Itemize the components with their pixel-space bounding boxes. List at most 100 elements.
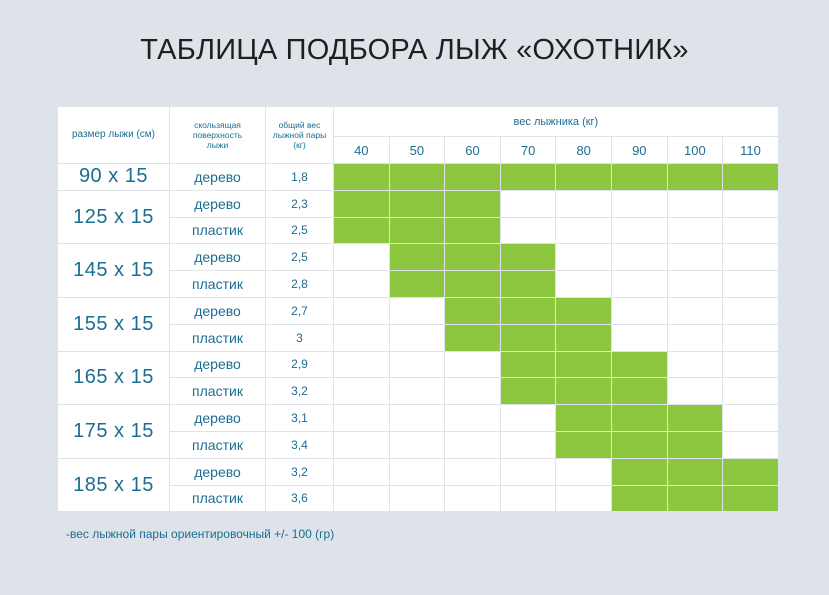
ski-size-cell: 185 x 15 xyxy=(58,458,170,513)
range-cell-filled xyxy=(500,271,557,298)
range-cell-filled xyxy=(334,217,390,245)
range-cell-filled xyxy=(445,244,501,272)
range-cell-empty xyxy=(612,190,668,218)
range-cell-empty xyxy=(556,217,612,245)
range-cell-filled xyxy=(556,405,612,432)
ski-size-cell: 145 x 15 xyxy=(58,244,170,298)
range-cell-empty xyxy=(500,190,557,218)
range-cell-empty xyxy=(445,432,501,459)
range-cell-empty xyxy=(389,485,446,513)
range-cell-filled xyxy=(500,378,557,406)
range-cell-empty xyxy=(389,432,446,459)
range-cell-filled xyxy=(389,271,446,298)
pair-weight-cell: 2,5 xyxy=(266,217,334,245)
range-cell-empty xyxy=(723,298,779,325)
range-cell-empty xyxy=(667,378,724,406)
range-cell-empty xyxy=(723,432,779,459)
surface-cell: дерево xyxy=(170,298,266,325)
pair-weight-cell: 3,1 xyxy=(266,405,334,432)
ski-size-cell: 125 x 15 xyxy=(58,190,170,245)
range-cell-empty xyxy=(445,405,501,432)
range-cell-filled xyxy=(612,485,668,513)
range-cell-filled xyxy=(667,458,724,486)
range-cell-filled xyxy=(334,164,390,191)
range-cell-filled xyxy=(723,485,779,513)
range-cell-empty xyxy=(723,378,779,406)
range-cell-empty xyxy=(445,351,501,379)
range-cell-filled xyxy=(556,432,612,459)
range-cell-empty xyxy=(334,378,390,406)
range-cell-filled xyxy=(612,432,668,459)
page-title: ТАБЛИЦА ПОДБОРА ЛЫЖ «ОХОТНИК» xyxy=(140,34,689,66)
range-cell-filled xyxy=(500,244,557,272)
range-cell-empty xyxy=(445,485,501,513)
range-cell-filled xyxy=(445,217,501,245)
range-cell-filled xyxy=(445,271,501,298)
range-cell-empty xyxy=(556,244,612,272)
weight-col-header: 50 xyxy=(389,137,446,164)
range-cell-empty xyxy=(389,324,446,352)
range-cell-empty xyxy=(334,244,390,272)
range-cell-empty xyxy=(723,190,779,218)
range-cell-filled xyxy=(445,164,501,191)
range-cell-empty xyxy=(612,217,668,245)
range-cell-empty xyxy=(556,271,612,298)
surface-cell: дерево xyxy=(170,351,266,379)
weight-col-header: 40 xyxy=(334,137,390,164)
range-cell-empty xyxy=(334,485,390,513)
range-cell-empty xyxy=(667,351,724,379)
surface-cell: пластик xyxy=(170,485,266,513)
pair-weight-cell: 3,6 xyxy=(266,485,334,513)
range-cell-filled xyxy=(612,458,668,486)
range-cell-filled xyxy=(556,298,612,325)
range-cell-empty xyxy=(723,217,779,245)
surface-cell: пластик xyxy=(170,432,266,459)
range-cell-empty xyxy=(500,405,557,432)
pair-weight-cell: 3,2 xyxy=(266,378,334,406)
weight-col-header: 60 xyxy=(445,137,501,164)
pair-weight-cell: 1,8 xyxy=(266,164,334,191)
ski-size-cell: 165 x 15 xyxy=(58,351,170,406)
pair-weight-cell: 2,5 xyxy=(266,244,334,272)
range-cell-empty xyxy=(334,405,390,432)
range-cell-filled xyxy=(612,378,668,406)
range-cell-filled xyxy=(445,324,501,352)
surface-cell: дерево xyxy=(170,190,266,218)
range-cell-empty xyxy=(556,190,612,218)
range-cell-filled xyxy=(389,217,446,245)
range-cell-empty xyxy=(723,351,779,379)
range-cell-filled xyxy=(667,405,724,432)
range-cell-empty xyxy=(500,458,557,486)
range-cell-filled xyxy=(667,485,724,513)
range-cell-empty xyxy=(445,458,501,486)
header-size: размер лыжи (см) xyxy=(58,107,170,164)
range-cell-empty xyxy=(723,244,779,272)
range-cell-filled xyxy=(556,164,612,191)
ski-size-cell: 90 x 15 xyxy=(58,164,170,191)
range-cell-empty xyxy=(667,298,724,325)
range-cell-filled xyxy=(445,298,501,325)
pair-weight-cell: 2,7 xyxy=(266,298,334,325)
range-cell-empty xyxy=(334,271,390,298)
range-cell-filled xyxy=(500,324,557,352)
range-cell-empty xyxy=(334,324,390,352)
range-cell-empty xyxy=(500,485,557,513)
ski-size-cell: 175 x 15 xyxy=(58,405,170,459)
surface-cell: пластик xyxy=(170,217,266,245)
pair-weight-cell: 2,8 xyxy=(266,271,334,298)
range-cell-filled xyxy=(334,190,390,218)
header-pair-weight: общий вес лыжной пары (кг) xyxy=(266,107,334,164)
range-cell-empty xyxy=(500,217,557,245)
range-cell-empty xyxy=(723,324,779,352)
range-cell-empty xyxy=(667,190,724,218)
range-cell-filled xyxy=(723,458,779,486)
surface-cell: дерево xyxy=(170,244,266,272)
pair-weight-cell: 3,2 xyxy=(266,458,334,486)
range-cell-empty xyxy=(556,458,612,486)
range-cell-empty xyxy=(612,271,668,298)
range-cell-filled xyxy=(500,298,557,325)
header-surface: скользящая поверхность лыжи xyxy=(170,107,266,164)
surface-cell: пластик xyxy=(170,271,266,298)
range-cell-empty xyxy=(334,298,390,325)
range-cell-empty xyxy=(500,432,557,459)
